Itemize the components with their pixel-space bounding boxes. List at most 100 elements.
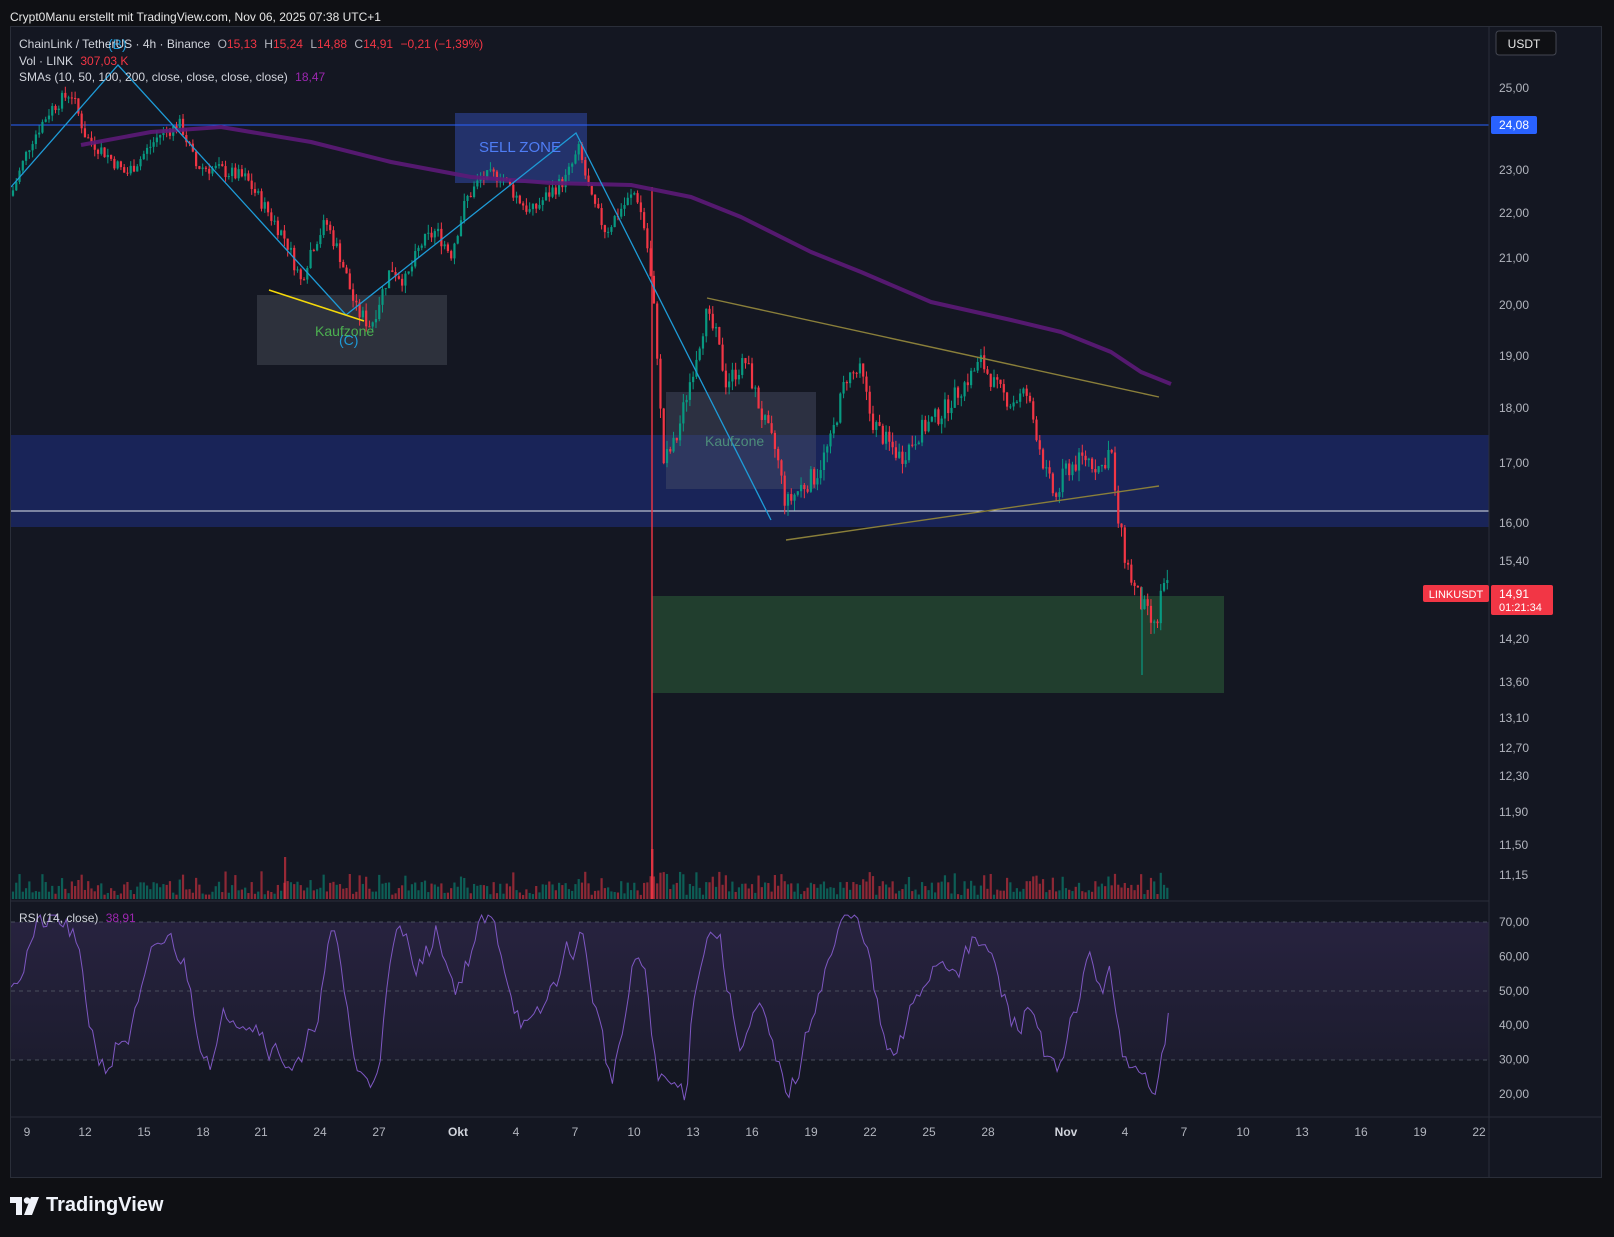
candle xyxy=(338,239,342,899)
wave-c-label[interactable]: (C) xyxy=(339,332,358,348)
currency-button[interactable]: USDT xyxy=(1495,30,1557,56)
candle xyxy=(440,222,443,899)
symbol-title[interactable]: ChainLink / TetherUS · 4h · Binance xyxy=(19,37,211,51)
candle-body xyxy=(649,248,652,276)
buy-zone-label-1[interactable]: Kaufzone xyxy=(315,323,374,339)
candle xyxy=(623,197,626,899)
candle xyxy=(512,182,515,899)
candle-body xyxy=(106,154,109,158)
volume-bar xyxy=(963,881,966,899)
currency-button-label[interactable]: USDT xyxy=(1508,37,1541,51)
candle-body xyxy=(1100,465,1104,467)
buy-zone-label-2[interactable]: Kaufzone xyxy=(705,433,764,449)
volume-bar xyxy=(983,875,986,899)
candle xyxy=(911,435,914,899)
candle-body xyxy=(60,92,64,109)
candle-body xyxy=(662,408,665,464)
volume-bar xyxy=(44,882,47,899)
chart-panel[interactable]: SELL ZONE Kaufzone Kaufzone (B) (C) USDT 25,0… xyxy=(10,26,1602,1178)
level-price-tag[interactable] xyxy=(1491,116,1537,134)
volume-bar xyxy=(51,885,54,899)
candle-body xyxy=(904,460,907,464)
yellow-trend-line[interactable] xyxy=(268,289,365,322)
price-tick-label: 11,15 xyxy=(1499,868,1528,882)
candle xyxy=(809,466,812,899)
sma-label[interactable]: SMAs (10, 50, 100, 200, close, close, cl… xyxy=(19,70,288,84)
symbol-tag[interactable] xyxy=(1423,585,1489,602)
volume-bar xyxy=(234,875,237,899)
candle xyxy=(862,363,865,899)
volume-bar xyxy=(786,884,790,899)
candle-body xyxy=(1133,582,1136,586)
candle-body xyxy=(1140,587,1143,610)
candle-body xyxy=(54,106,57,111)
volume-bar xyxy=(643,882,646,899)
sma-200-line[interactable] xyxy=(80,125,1172,386)
volume-bar xyxy=(842,887,845,899)
candle xyxy=(1038,435,1041,899)
volume-label[interactable]: Vol · LINK xyxy=(19,54,74,68)
volume-bar xyxy=(407,890,410,899)
candle xyxy=(286,238,289,899)
wave-b-label[interactable]: (B) xyxy=(108,36,127,52)
volume-legend[interactable]: Vol · LINK 307,03 K xyxy=(19,54,132,68)
price-tick-label: 11,90 xyxy=(1499,805,1528,819)
candle-body xyxy=(31,144,34,151)
candle xyxy=(901,445,904,899)
volume-bar xyxy=(754,892,757,899)
candle-body xyxy=(260,191,263,209)
candle-body xyxy=(737,374,741,380)
candle-body xyxy=(237,169,240,179)
upper-triangle-line[interactable] xyxy=(706,297,1160,398)
volume-bar xyxy=(1146,889,1149,899)
rsi-line[interactable] xyxy=(11,913,1169,1101)
candle-body xyxy=(875,422,878,430)
candle xyxy=(747,355,750,899)
candle xyxy=(499,173,502,899)
volume-bar xyxy=(855,884,858,899)
candle xyxy=(1074,455,1077,899)
price-chart[interactable]: SELL ZONE Kaufzone Kaufzone (B) (C) USDT 25,0… xyxy=(11,27,1602,1178)
candle xyxy=(1104,457,1107,899)
symbol-legend[interactable]: ChainLink / TetherUS · 4h · Binance O15,… xyxy=(19,37,487,51)
candle-body xyxy=(1015,401,1018,403)
volume-bar xyxy=(790,883,793,899)
last-price-tag[interactable] xyxy=(1491,585,1553,615)
candle-body xyxy=(587,175,590,186)
candle xyxy=(335,237,338,899)
volume-bar xyxy=(652,876,656,899)
buy-zone-box-1[interactable] xyxy=(257,295,447,365)
candle xyxy=(24,150,28,899)
candle-body xyxy=(852,372,855,374)
candle-body xyxy=(607,231,610,233)
volume-bar xyxy=(1123,882,1126,899)
buy-zone-box-2[interactable] xyxy=(666,392,816,489)
candle-body xyxy=(407,271,410,274)
rsi-label[interactable]: RSI (14, close) xyxy=(19,911,99,925)
sell-zone-label[interactable]: SELL ZONE xyxy=(479,139,561,156)
target-zone-box[interactable] xyxy=(652,596,1224,693)
candle xyxy=(15,178,18,899)
candle xyxy=(489,162,492,899)
candle-body xyxy=(463,200,466,221)
time-tick-label: 21 xyxy=(254,1125,268,1139)
candle xyxy=(1071,461,1074,899)
volume-bar xyxy=(253,893,257,899)
symbol-tag-label: LINKUSDT xyxy=(1429,589,1484,601)
volume-bar xyxy=(165,884,168,899)
volume-bar xyxy=(901,889,904,899)
candle xyxy=(152,137,155,899)
lower-triangle-line[interactable] xyxy=(785,485,1160,541)
candle-body xyxy=(371,322,374,327)
currency-button-frame[interactable] xyxy=(1495,30,1557,56)
candle xyxy=(453,242,456,899)
candle-body xyxy=(786,494,790,506)
sma-legend[interactable]: SMAs (10, 50, 100, 200, close, close, cl… xyxy=(19,70,329,84)
candle-body xyxy=(116,161,119,169)
candle-body xyxy=(355,300,358,303)
candle-body xyxy=(168,130,172,136)
time-tick-label: 28 xyxy=(981,1125,995,1139)
rsi-legend[interactable]: RSI (14, close) 38,91 xyxy=(19,911,140,925)
candle xyxy=(273,215,276,899)
candle-body xyxy=(970,370,973,386)
